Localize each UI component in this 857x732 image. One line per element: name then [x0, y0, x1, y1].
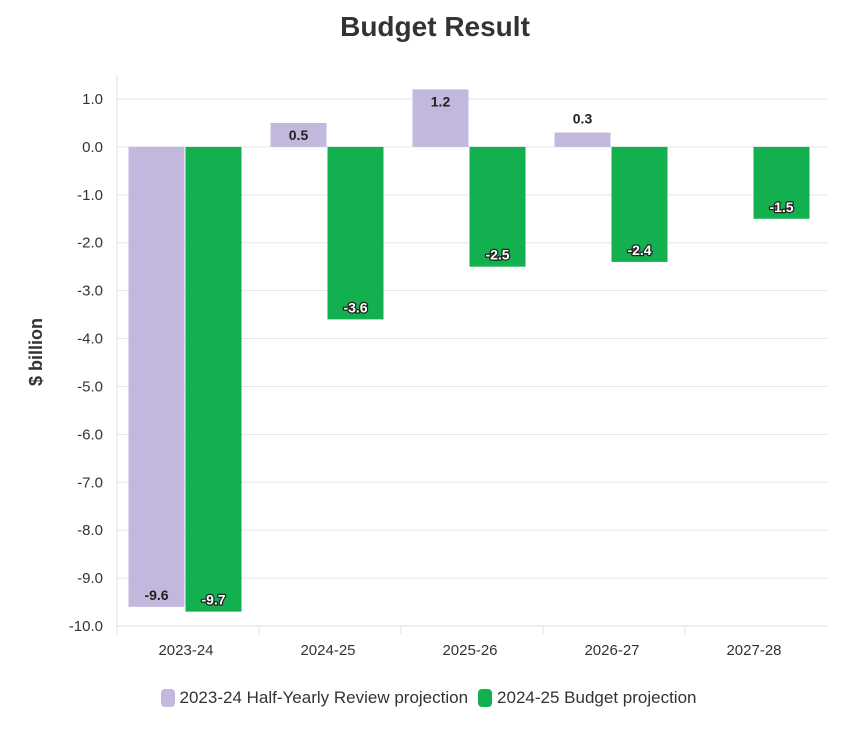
legend: 2023-24 Half-Yearly Review projection 20…	[0, 688, 857, 708]
legend-item-half-yearly[interactable]: 2023-24 Half-Yearly Review projection	[160, 688, 469, 708]
y-tick-label: -7.0	[77, 474, 103, 491]
y-tick-label: -3.0	[77, 283, 103, 300]
x-tick-label: 2025-26	[442, 642, 497, 659]
legend-label-half-yearly: 2023-24 Half-Yearly Review projection	[179, 688, 469, 707]
data-label-half-yearly: -9.6	[144, 587, 168, 603]
x-tick-label: 2026-27	[584, 642, 639, 659]
y-tick-label: -2.0	[77, 235, 103, 252]
y-axis-ticks: 1.0 0.0 -1.0 -2.0 -3.0 -4.0 -5.0 -6.0 -7.0 -8.0 -9…	[69, 91, 103, 635]
data-label-budget: -2.5	[485, 247, 509, 263]
x-axis-ticks: 2023-24 2024-25 2025-26 2026-27 2027-28	[116, 626, 782, 659]
data-label-budget: -9.7	[201, 592, 225, 608]
y-tick-label: 0.0	[82, 139, 103, 156]
y-tick-label: -6.0	[77, 426, 103, 443]
bar-half-yearly-2023-24[interactable]	[128, 146, 185, 607]
bar-half-yearly-2024-25[interactable]	[270, 122, 327, 147]
bar-budget-2026-27[interactable]	[611, 146, 668, 262]
legend-item-budget[interactable]: 2024-25 Budget projection	[478, 688, 696, 708]
data-label-budget: -3.6	[343, 299, 367, 315]
bar-budget-2023-24[interactable]	[185, 146, 242, 612]
x-tick-label: 2024-25	[300, 642, 355, 659]
y-tick-label: -10.0	[69, 618, 103, 635]
data-label-half-yearly: 0.3	[573, 111, 593, 127]
y-tick-label: -1.0	[77, 187, 103, 204]
legend-swatch-half-yearly	[160, 689, 175, 707]
bar-budget-2025-26[interactable]	[469, 146, 526, 267]
legend-swatch-budget	[478, 689, 493, 707]
y-tick-label: -4.0	[77, 331, 103, 348]
y-tick-label: -9.0	[77, 570, 103, 587]
chart-title: Budget Result	[340, 11, 530, 42]
y-axis-label: $ billion	[26, 318, 46, 386]
bar-budget-2027-28[interactable]	[753, 146, 810, 219]
x-tick-label: 2027-28	[726, 642, 781, 659]
bar-half-yearly-2026-27[interactable]	[554, 132, 611, 147]
bar-budget-2024-25[interactable]	[327, 146, 384, 320]
bar-half-yearly-2025-26[interactable]	[412, 89, 469, 147]
y-tick-label: 1.0	[82, 91, 103, 108]
data-label-budget: -2.4	[627, 242, 651, 258]
data-label-half-yearly: 0.5	[289, 127, 309, 143]
data-labels: -9.6 -9.7 0.5 -3.6 1.2 -2.5 0.3 -2.4 -1.5	[144, 93, 795, 608]
x-tick-label: 2023-24	[158, 642, 213, 659]
bars	[128, 89, 810, 612]
y-tick-label: -8.0	[77, 522, 103, 539]
data-label-budget: -1.5	[769, 199, 793, 215]
data-label-half-yearly: 1.2	[431, 93, 451, 109]
bar-chart: Budget Result $ billion 1.0 0.0 -1.0 -2.0 -3…	[26, 11, 827, 659]
y-tick-label: -5.0	[77, 378, 103, 395]
legend-label-budget: 2024-25 Budget projection	[497, 688, 697, 707]
